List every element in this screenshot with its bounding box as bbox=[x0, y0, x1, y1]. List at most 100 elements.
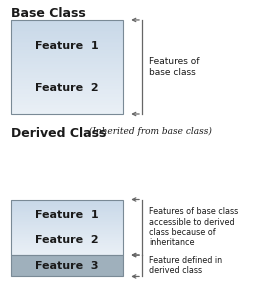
Bar bbox=[11, 68, 123, 70]
Bar bbox=[11, 209, 123, 210]
Bar bbox=[11, 100, 123, 101]
Bar bbox=[11, 204, 123, 205]
Bar bbox=[11, 87, 123, 89]
Bar bbox=[11, 21, 123, 23]
Bar bbox=[11, 109, 123, 111]
Bar bbox=[11, 56, 123, 58]
Bar bbox=[11, 214, 123, 215]
Bar bbox=[11, 54, 123, 56]
Bar bbox=[11, 223, 123, 225]
Bar bbox=[11, 241, 123, 242]
Bar bbox=[11, 244, 123, 245]
Bar bbox=[11, 39, 123, 40]
Bar bbox=[11, 213, 123, 214]
Bar bbox=[11, 42, 123, 43]
Bar bbox=[11, 103, 123, 105]
Bar bbox=[11, 20, 123, 21]
Bar bbox=[11, 227, 123, 228]
Bar bbox=[11, 65, 123, 67]
Bar bbox=[11, 222, 123, 223]
Bar bbox=[11, 108, 123, 109]
Bar bbox=[11, 252, 123, 253]
Bar bbox=[11, 230, 123, 231]
Bar bbox=[11, 43, 123, 45]
Bar bbox=[11, 205, 123, 206]
Bar bbox=[11, 61, 123, 62]
Bar bbox=[11, 89, 123, 91]
Bar bbox=[11, 97, 123, 98]
Text: Features of base class
accessible to derived
class because of
inheritance: Features of base class accessible to der… bbox=[149, 207, 238, 247]
Bar bbox=[11, 254, 123, 255]
Bar bbox=[11, 53, 123, 54]
Bar bbox=[11, 91, 123, 92]
Bar bbox=[11, 217, 123, 218]
Bar bbox=[11, 112, 123, 114]
Bar bbox=[11, 83, 123, 84]
Bar bbox=[11, 243, 123, 244]
Bar bbox=[11, 36, 123, 37]
Bar bbox=[11, 215, 123, 216]
Bar bbox=[11, 226, 123, 227]
Text: Feature defined in
derived class: Feature defined in derived class bbox=[149, 256, 222, 276]
Bar bbox=[11, 247, 123, 248]
Bar bbox=[11, 25, 123, 26]
Bar bbox=[11, 219, 123, 220]
Text: Features of
base class: Features of base class bbox=[149, 57, 199, 77]
Bar bbox=[11, 101, 123, 103]
Bar bbox=[11, 218, 123, 219]
Bar bbox=[11, 20, 123, 114]
Bar bbox=[11, 86, 123, 87]
Text: Feature  2: Feature 2 bbox=[35, 235, 99, 245]
Bar bbox=[11, 47, 123, 48]
Text: Feature  1: Feature 1 bbox=[35, 41, 99, 51]
Bar bbox=[11, 200, 123, 255]
Bar bbox=[11, 242, 123, 243]
Bar bbox=[11, 250, 123, 251]
Bar bbox=[11, 78, 123, 80]
Bar bbox=[11, 248, 123, 249]
Bar bbox=[11, 235, 123, 236]
Bar bbox=[11, 105, 123, 106]
Bar bbox=[11, 201, 123, 202]
Bar bbox=[11, 40, 123, 42]
Bar bbox=[11, 231, 123, 232]
Bar bbox=[11, 98, 123, 100]
Bar bbox=[11, 106, 123, 108]
Bar bbox=[11, 208, 123, 209]
Bar bbox=[11, 50, 123, 51]
Bar bbox=[11, 228, 123, 229]
Bar bbox=[11, 84, 123, 86]
Bar bbox=[11, 45, 123, 46]
Bar bbox=[11, 202, 123, 203]
Bar bbox=[11, 32, 123, 34]
Bar bbox=[11, 229, 123, 230]
Bar bbox=[11, 206, 123, 207]
Text: Base Class: Base Class bbox=[11, 7, 86, 20]
Bar bbox=[11, 81, 123, 83]
Bar bbox=[11, 51, 123, 53]
Text: (Inherited from base class): (Inherited from base class) bbox=[86, 127, 212, 136]
Bar bbox=[11, 207, 123, 208]
Bar bbox=[11, 75, 123, 76]
Bar bbox=[11, 48, 123, 50]
Bar bbox=[11, 211, 123, 213]
Bar bbox=[11, 80, 123, 81]
Bar bbox=[11, 34, 123, 36]
Bar bbox=[11, 200, 123, 201]
Bar bbox=[11, 203, 123, 204]
Bar bbox=[11, 59, 123, 61]
Text: Feature  1: Feature 1 bbox=[35, 209, 99, 219]
Bar bbox=[11, 29, 123, 31]
Bar bbox=[11, 236, 123, 237]
Bar bbox=[11, 220, 123, 221]
Text: Feature  2: Feature 2 bbox=[35, 83, 99, 93]
Bar bbox=[11, 37, 123, 39]
Bar bbox=[11, 246, 123, 247]
Bar bbox=[11, 216, 123, 217]
Bar bbox=[11, 240, 123, 241]
Bar bbox=[11, 67, 123, 68]
Bar bbox=[11, 249, 123, 250]
Bar bbox=[11, 73, 123, 75]
Bar bbox=[11, 111, 123, 112]
Bar bbox=[11, 70, 123, 72]
